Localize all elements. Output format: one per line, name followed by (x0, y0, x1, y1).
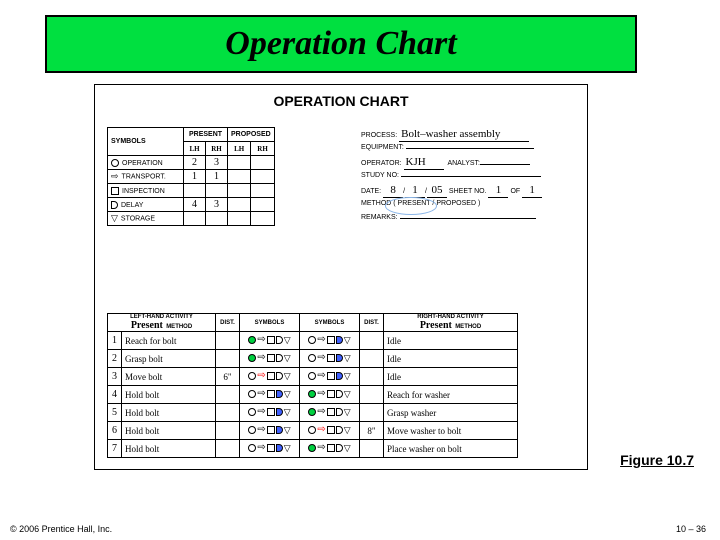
arrow-icon: ⇨ (111, 171, 119, 182)
square-icon (111, 187, 119, 195)
hdr-sym-l: SYMBOLS (240, 314, 300, 332)
table-row: 4Hold bolt⇨▽⇨▽Reach for washer (108, 386, 518, 404)
hdr-lh2: LH (228, 142, 251, 156)
operation-chart-box: OPERATION CHART SYMBOLS PRESENT PROPOSED… (94, 84, 588, 470)
hdr-sym-r: SYMBOLS (300, 314, 360, 332)
table-row: ⇨TRANSPORT. 1 1 (108, 170, 275, 184)
table-row: ▽STORAGE (108, 212, 275, 226)
hdr-dist-l: DIST. (216, 314, 240, 332)
date-day: 1 (405, 183, 425, 198)
table-row: INSPECTION (108, 184, 275, 198)
page-number: 10 – 36 (676, 524, 706, 534)
date-year: 05 (427, 183, 447, 198)
meta-block: PROCESS: Bolt–washer assembly EQUIPMENT:… (361, 127, 542, 225)
title-text: Operation Chart (225, 25, 456, 63)
title-banner: Operation Chart (45, 15, 637, 73)
hdr-symbols: SYMBOLS (108, 128, 184, 156)
d-icon (111, 201, 118, 209)
hdr-proposed: PROPOSED (228, 128, 275, 142)
hdr-left-activity: LEFT-HAND ACTIVITY Present METHOD (108, 314, 216, 332)
table-row: 6Hold bolt⇨▽⇨▽8"Move washer to bolt (108, 422, 518, 440)
table-row: 3Move bolt6"⇨▽⇨▽Idle (108, 368, 518, 386)
circle-icon (111, 159, 119, 167)
table-row: 7Hold bolt⇨▽⇨▽Place washer on bolt (108, 440, 518, 458)
table-row: 5Hold bolt⇨▽⇨▽Grasp washer (108, 404, 518, 422)
hdr-rh2: RH (251, 142, 274, 156)
operator-value: KJH (404, 155, 444, 170)
hdr-rh1: RH (206, 142, 228, 156)
table-row: DELAY 4 3 (108, 198, 275, 212)
figure-label: Figure 10.7 (620, 452, 694, 468)
activity-table: LEFT-HAND ACTIVITY Present METHOD DIST. … (107, 313, 518, 458)
date-month: 8 (383, 183, 403, 198)
table-row: OPERATION 2 3 (108, 156, 275, 170)
copyright: © 2006 Prentice Hall, Inc. (10, 524, 112, 534)
chart-title: OPERATION CHART (95, 93, 587, 109)
table-row: 1Reach for bolt⇨▽⇨▽Idle (108, 332, 518, 350)
hdr-lh1: LH (184, 142, 206, 156)
process-value: Bolt–washer assembly (399, 127, 529, 142)
table-row: 2Grasp bolt⇨▽⇨▽Idle (108, 350, 518, 368)
triangle-icon: ▽ (111, 213, 118, 224)
hdr-present: PRESENT (184, 128, 228, 142)
symbols-summary-table: SYMBOLS PRESENT PROPOSED LH RH LH RH OPE… (107, 127, 275, 226)
hdr-right-activity: RIGHT-HAND ACTIVITY Present METHOD (384, 314, 518, 332)
hdr-dist-r: DIST. (360, 314, 384, 332)
